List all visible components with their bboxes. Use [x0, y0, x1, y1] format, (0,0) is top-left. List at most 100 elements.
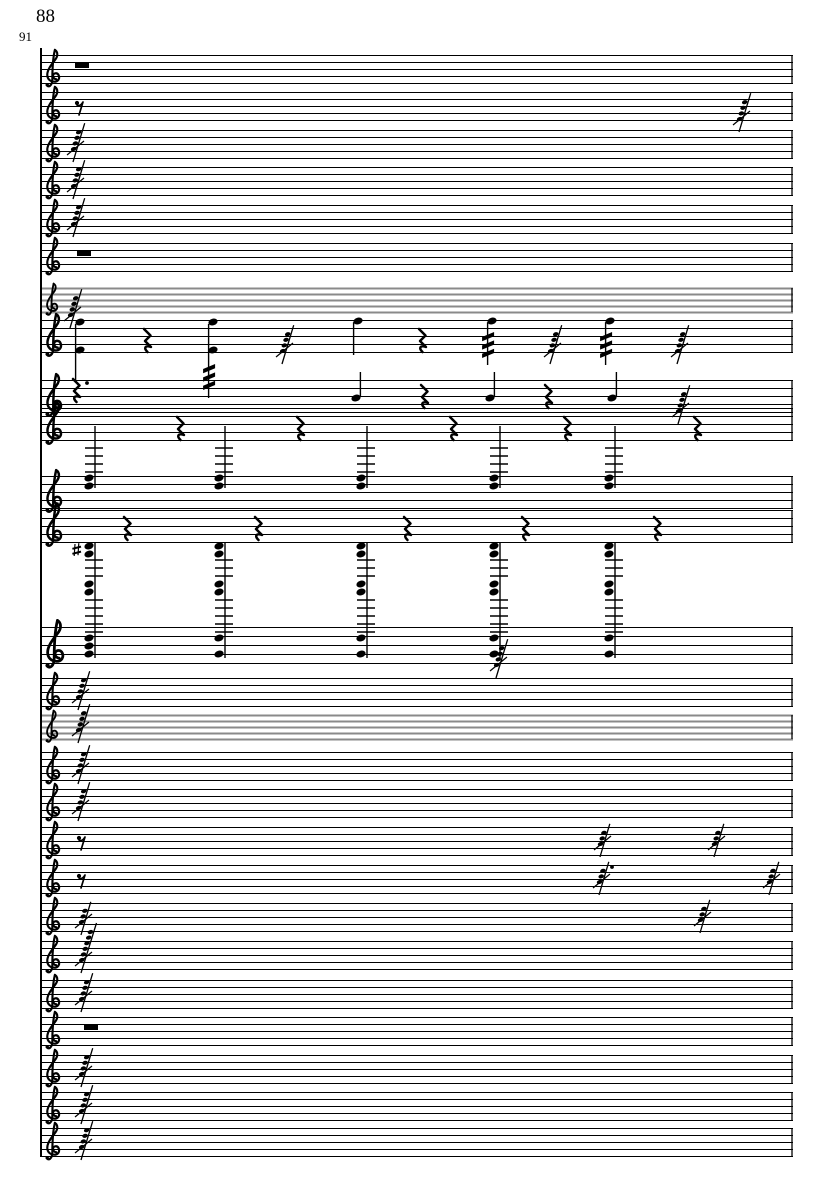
event-chordB	[489, 542, 508, 658]
event-qrest	[417, 327, 428, 354]
event-chordA	[356, 426, 375, 490]
event-qrest	[520, 515, 531, 542]
event-grace	[762, 861, 781, 896]
event-grace	[66, 123, 86, 163]
event-grace	[71, 671, 91, 711]
event-chord2	[203, 318, 218, 398]
treble-clef-icon	[45, 400, 63, 445]
treble-clef-icon	[45, 745, 61, 785]
event-grace	[74, 922, 98, 974]
event-grace	[543, 325, 563, 365]
treble-clef-icon	[45, 858, 61, 898]
staff-19	[40, 858, 793, 898]
staff-25	[40, 1085, 793, 1125]
event-qrest	[543, 383, 554, 410]
staff-8	[40, 289, 793, 398]
event-qnote	[482, 317, 497, 365]
event-grace	[707, 823, 726, 858]
staff-21	[40, 922, 793, 974]
event-chordB	[72, 542, 103, 658]
treble-clef-icon	[45, 782, 61, 822]
treble-clef-icon	[45, 1048, 61, 1088]
event-chordA	[489, 426, 508, 490]
event-qrest	[419, 383, 430, 410]
whole-rest-glyph	[84, 1024, 98, 1030]
treble-clef-icon	[45, 1010, 61, 1050]
staff-13	[40, 619, 793, 679]
event-grace	[592, 861, 614, 896]
event-qrest	[692, 415, 703, 442]
staff-15	[40, 704, 793, 744]
treble-clef-icon	[45, 820, 61, 860]
event-wrest	[75, 62, 89, 68]
event-chordB	[356, 542, 375, 658]
treble-clef-icon	[45, 48, 61, 88]
treble-clef-icon	[45, 934, 61, 974]
staff-7	[40, 282, 793, 316]
event-qrest	[295, 415, 306, 442]
staff-16	[40, 745, 793, 785]
event-wrest	[84, 1024, 98, 1030]
event-grace	[489, 639, 509, 679]
event-qnote	[607, 372, 618, 402]
event-grace	[74, 973, 94, 1013]
staff-5	[40, 198, 793, 238]
staff-3	[40, 123, 793, 163]
treble-clef-icon	[45, 198, 61, 238]
treble-clef-icon	[45, 709, 59, 743]
event-qrest	[402, 515, 413, 542]
treble-clef-icon	[45, 312, 63, 357]
staff-6	[40, 236, 793, 276]
treble-clef-icon	[45, 236, 61, 276]
event-grace	[74, 1085, 94, 1125]
event-chordA	[84, 426, 103, 490]
staff-4	[40, 160, 793, 200]
staff-17	[40, 782, 793, 822]
treble-clef-icon	[45, 123, 61, 163]
event-qrest	[142, 327, 153, 354]
event-chordB	[214, 542, 233, 658]
event-qrest	[253, 515, 264, 542]
event-grace	[275, 325, 295, 365]
measure-number-left: 91	[19, 29, 32, 44]
measure-number-top: 88	[36, 6, 55, 27]
event-grace	[74, 1048, 94, 1088]
event-qrest	[175, 415, 186, 442]
event-qrest	[652, 515, 663, 542]
event-chordB	[604, 542, 623, 658]
treble-clef-icon	[45, 160, 61, 200]
staff-1	[40, 48, 793, 88]
event-grace	[71, 782, 91, 822]
event-qnote	[485, 372, 496, 402]
treble-clef-icon	[45, 973, 61, 1013]
event-qnote	[352, 317, 363, 355]
treble-clef-icon	[45, 619, 65, 669]
staff-12	[40, 502, 793, 658]
staff-2	[40, 85, 793, 133]
event-qrest	[562, 415, 573, 442]
event-qrest	[448, 415, 459, 442]
event-erest	[74, 100, 84, 116]
whole-rest-glyph	[75, 62, 89, 68]
treble-clef-icon	[45, 85, 61, 125]
event-grace	[693, 899, 712, 934]
event-qrest	[71, 377, 89, 404]
staff-11	[40, 468, 793, 513]
event-grace	[670, 325, 690, 365]
event-chordA	[604, 426, 623, 490]
event-qnote	[600, 317, 615, 365]
event-grace	[593, 823, 612, 858]
treble-clef-icon	[45, 502, 63, 547]
event-erest	[76, 873, 86, 889]
event-grace	[74, 901, 93, 936]
treble-clef-icon	[45, 1085, 61, 1125]
event-qnote	[351, 372, 362, 402]
event-chordA	[214, 426, 233, 490]
treble-clef-icon	[45, 1121, 61, 1161]
treble-clef-icon	[45, 282, 59, 316]
staff-26	[40, 1121, 793, 1161]
staff-22	[40, 973, 793, 1013]
treble-clef-icon	[45, 896, 61, 936]
event-grace	[74, 1121, 94, 1161]
